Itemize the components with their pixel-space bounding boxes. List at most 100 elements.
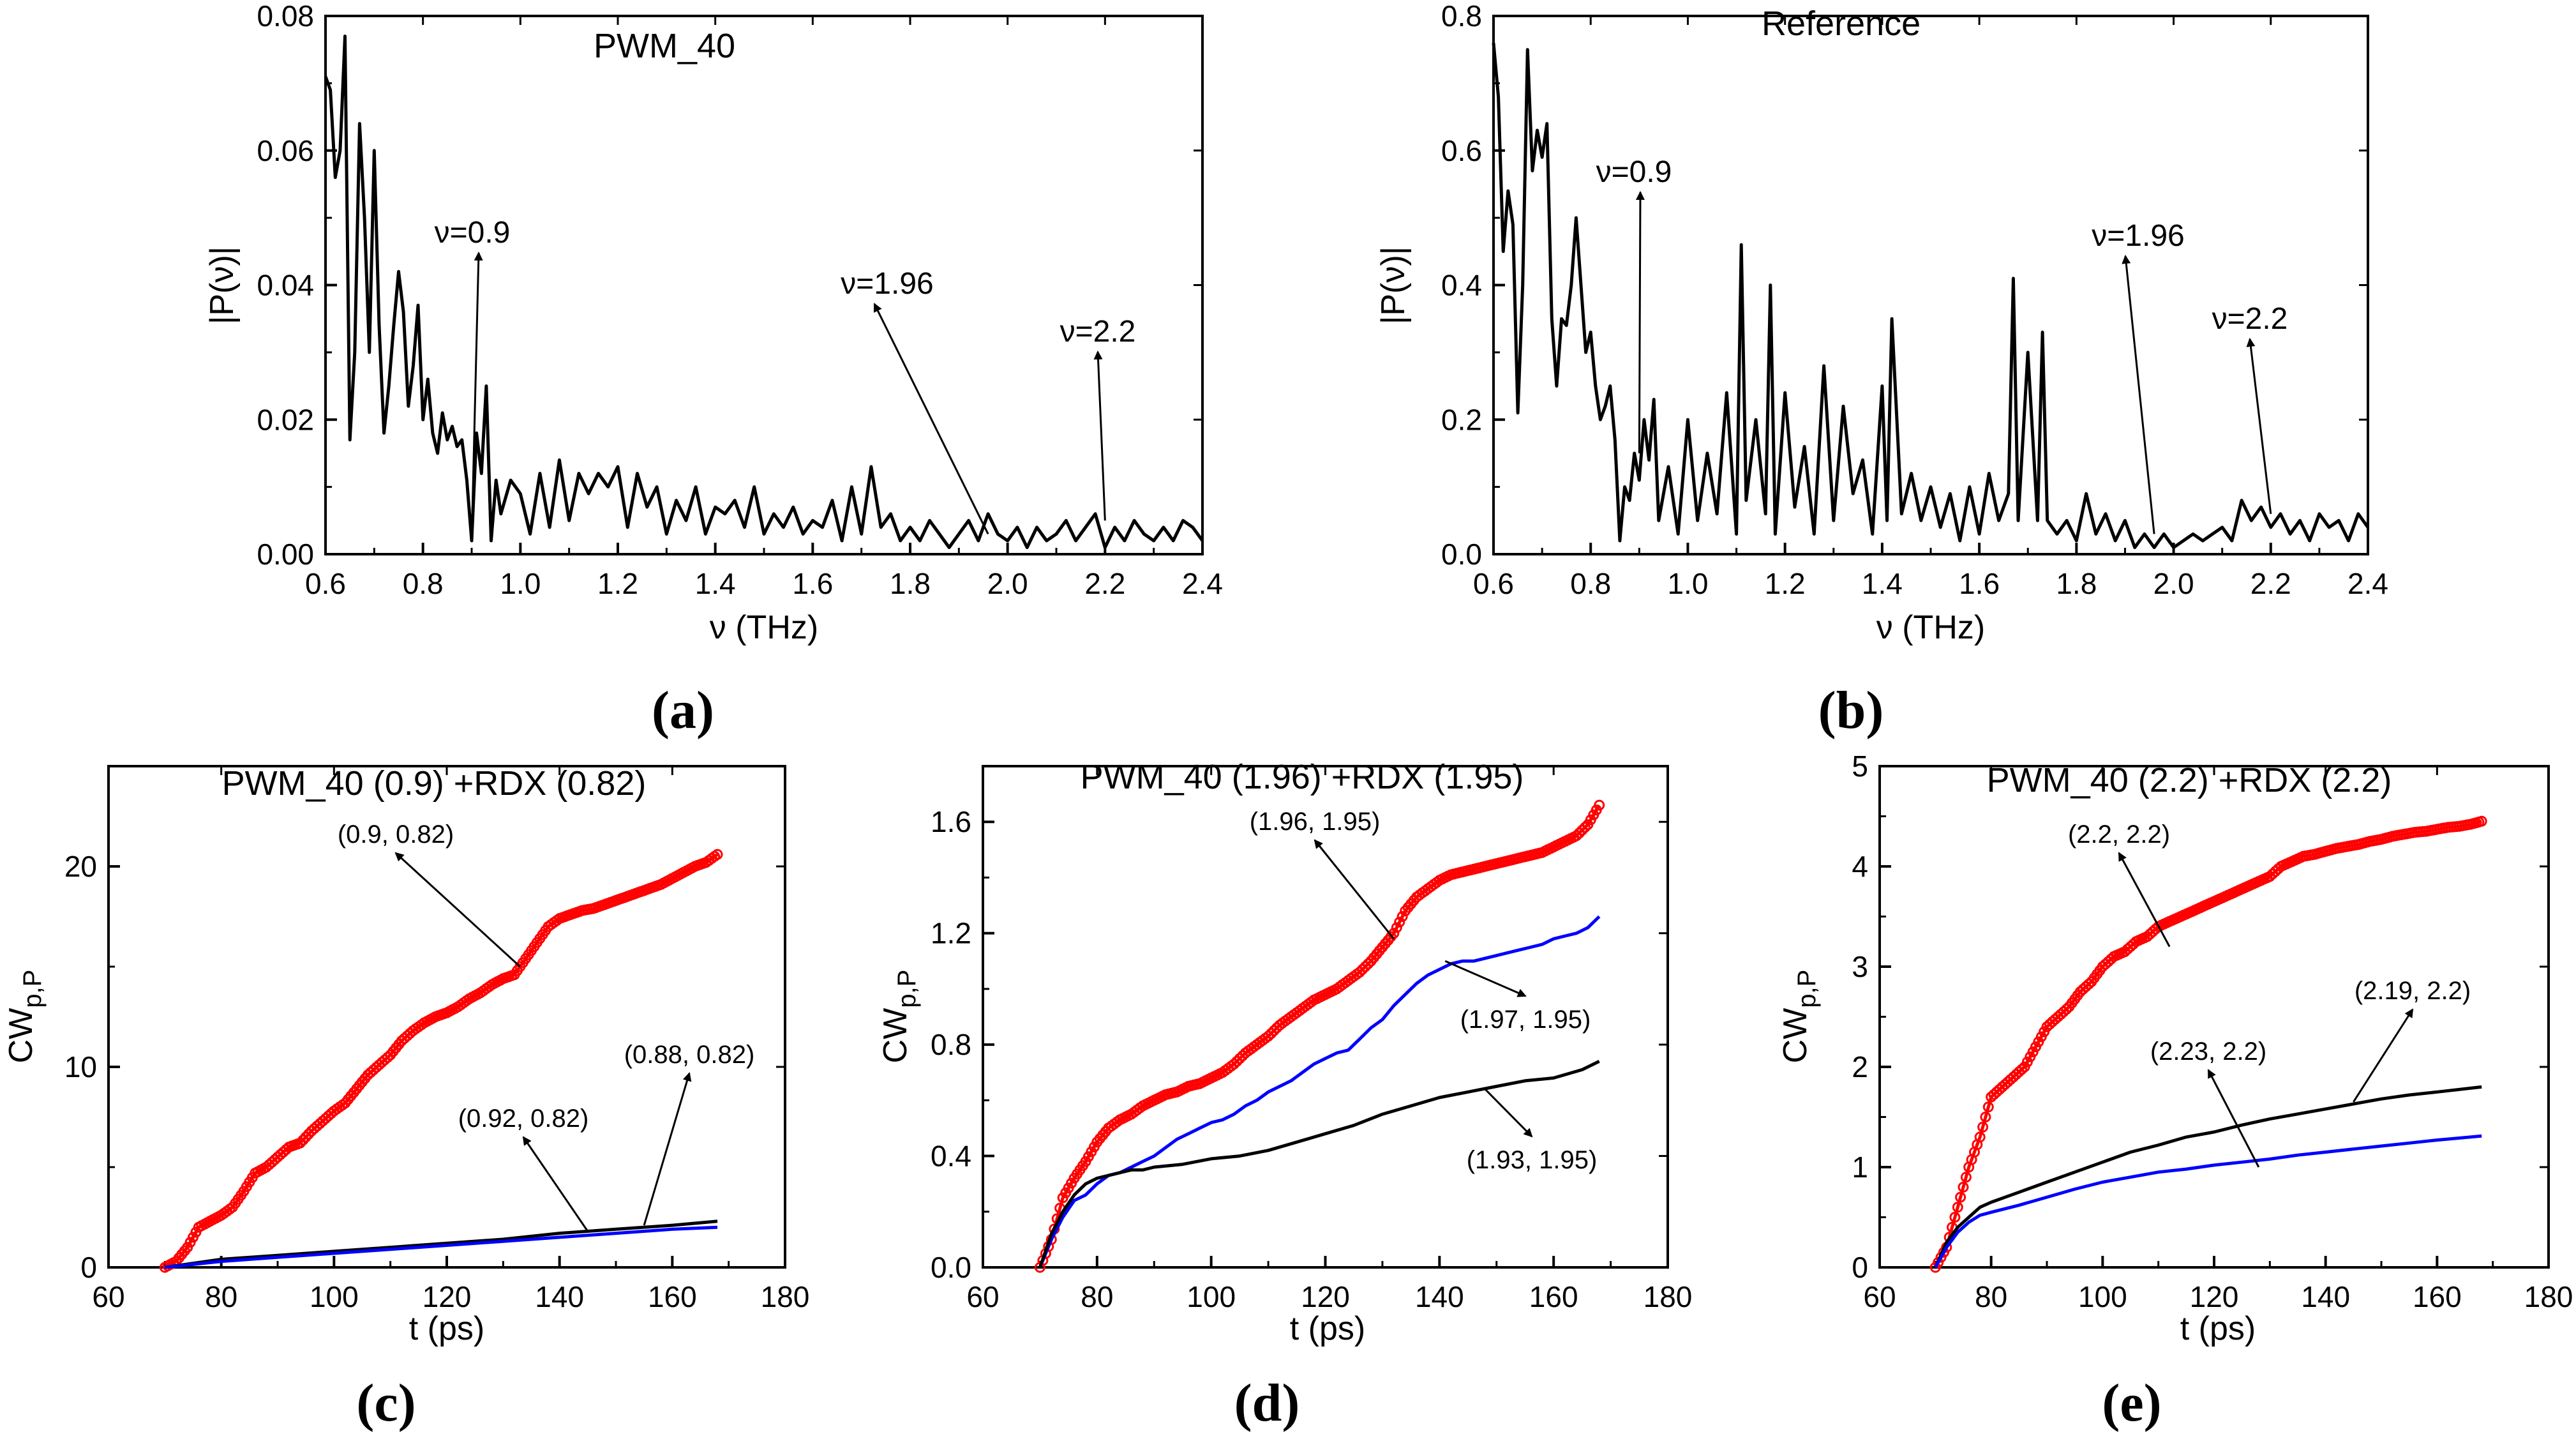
- panel-c-series-0-point: [294, 1137, 306, 1149]
- panel-a-xtick-label: 1.8: [890, 567, 931, 600]
- panel-e-ytick-label: 5: [1852, 750, 1868, 783]
- panel-b-xtick-label: 1.8: [2056, 567, 2097, 600]
- panel-c-xtick-label: 80: [205, 1280, 237, 1313]
- panel-d-series-0-point: [1228, 1059, 1239, 1070]
- panel-d-series-0-point: [1594, 799, 1605, 811]
- panel-b-ytick-label: 0.8: [1441, 0, 1482, 33]
- panel-b-annotation-label: ν=1.96: [2092, 219, 2184, 253]
- panel-d-annotation-label: (1.93, 1.95): [1467, 1146, 1598, 1174]
- panel-b-xtick-label: 0.6: [1473, 567, 1514, 600]
- panel-a-ytick-label: 0.06: [257, 134, 314, 167]
- panel-d-series-0-point: [1266, 1028, 1277, 1039]
- panel-b-xtick-label: 1.4: [1862, 567, 1903, 600]
- panel-e-xtick-label: 120: [2190, 1280, 2239, 1313]
- panel-e-xtick-label: 180: [2524, 1280, 2573, 1313]
- panel-d-xtick-label: 80: [1081, 1280, 1113, 1313]
- panel-d-xtick-label: 140: [1415, 1280, 1464, 1313]
- panel-b-ytick-label: 0.6: [1441, 134, 1482, 167]
- panel-c-xlabel: t (ps): [409, 1310, 484, 1347]
- panel-b-xtick-label: 2.2: [2250, 567, 2291, 600]
- panel-d-series-0-line: [1038, 804, 1601, 1268]
- panel-e-title: PWM_40 (2.2) +RDX (2.2): [1987, 761, 2392, 799]
- panel-e-series-2-line: [1934, 1134, 2482, 1269]
- panel-a-series-0-line: [324, 34, 1204, 549]
- panel-c-series-0-point: [297, 1135, 309, 1146]
- panel-c-annotation-label: (0.92, 0.82): [458, 1105, 589, 1133]
- panel-a-annotation-label: ν=1.96: [841, 267, 933, 301]
- panel-d-series-0-point: [1363, 958, 1374, 970]
- panel-b-xlabel: ν (THz): [1876, 609, 1985, 646]
- panel-d-series-0-point: [1573, 827, 1585, 839]
- panel-b-label: (b): [1818, 681, 1884, 740]
- panel-d-ytick-label: 0.8: [931, 1028, 971, 1061]
- panel-d-annotation-label: (1.97, 1.95): [1460, 1006, 1591, 1034]
- panel-d-annotation-arrow: [1444, 960, 1527, 997]
- panel-d-ytick-label: 1.2: [931, 917, 971, 950]
- panel-d-cumulative-196: PWM_40 (1.96) +RDX (1.95) 60 80 100 120 140 1…: [877, 758, 1692, 1433]
- panel-a-ytick-label: 0.04: [257, 269, 314, 302]
- panel-e-series-0-point: [1958, 1181, 1969, 1193]
- panel-d-series-0-point: [1357, 963, 1368, 975]
- panel-b-ylabel: |P(ν)|: [1375, 246, 1412, 324]
- panel-d-xtick-label: 100: [1187, 1280, 1236, 1313]
- panel-c-annotation-label: (0.9, 0.82): [338, 820, 454, 849]
- panel-e-annotation-arrow: [2118, 852, 2171, 947]
- panel-e-ytick-label: 2: [1852, 1050, 1868, 1083]
- panel-c-series-0-point: [712, 849, 723, 860]
- panel-a-annotation-arrow: [470, 252, 483, 541]
- panel-b-xtick-label: 2.0: [2153, 567, 2194, 600]
- panel-a-xtick-label: 1.0: [500, 567, 541, 600]
- panel-a-xtick-label: 1.4: [695, 567, 736, 600]
- panel-d-annotation-arrow: [1314, 839, 1395, 940]
- panel-c-series-0-point: [300, 1131, 311, 1143]
- panel-a-xtick-label: 0.8: [403, 567, 444, 600]
- panel-e-ytick-label: 4: [1852, 850, 1868, 883]
- panel-d-series-0-point: [1579, 822, 1591, 833]
- panel-d-xtick-label: 180: [1644, 1280, 1693, 1313]
- panel-d-label: (d): [1234, 1373, 1300, 1433]
- panel-b-annotation-arrow: [2122, 255, 2155, 534]
- panel-d-series-2-line: [1038, 1060, 1600, 1268]
- panel-e-xlabel: t (ps): [2180, 1310, 2256, 1347]
- panel-e-series-0-point: [1974, 1131, 1986, 1143]
- panel-a-annotation-label: ν=0.9: [435, 216, 511, 250]
- panel-c-xtick-label: 60: [92, 1280, 124, 1313]
- panel-b-ytick-label: 0.2: [1441, 403, 1482, 436]
- panel-a-ytick-label: 0.02: [257, 403, 314, 436]
- panel-c-title: PWM_40 (0.9) +RDX (0.82): [222, 764, 647, 803]
- panel-b-annotation-label: ν=0.9: [1596, 155, 1672, 189]
- panel-d-series-0-point: [1268, 1025, 1280, 1036]
- panel-e-series-0-point: [2476, 815, 2487, 827]
- panel-e-annotation-arrow: [2353, 1008, 2414, 1103]
- panel-d-annotation-arrow: [1484, 1088, 1533, 1138]
- panel-a-annotation-arrow: [873, 303, 989, 535]
- panel-a-xtick-label: 0.6: [305, 567, 346, 600]
- panel-a-ytick-label: 0.08: [257, 0, 314, 33]
- panel-c-series-2-line: [165, 1225, 718, 1269]
- panel-e-ytick-label: 0: [1852, 1251, 1868, 1284]
- panel-c-series-1-line: [164, 1219, 718, 1269]
- panel-e-series-0-point: [1952, 1202, 1963, 1213]
- panel-e-annotation-label: (2.19, 2.2): [2355, 977, 2471, 1005]
- panel-d-series-0-point: [1394, 916, 1405, 928]
- panel-c-xtick-label: 100: [310, 1280, 359, 1313]
- panel-d-series-0-point: [1231, 1055, 1243, 1067]
- panel-e-xtick-label: 160: [2413, 1280, 2462, 1313]
- panel-b-annotation-arrow: [2246, 338, 2272, 514]
- panel-d-ytick-label: 1.6: [931, 805, 971, 838]
- panel-b-ytick-label: 0.4: [1441, 269, 1482, 302]
- panel-c-xtick-label: 140: [535, 1280, 584, 1313]
- panel-a-xtick-label: 2.4: [1182, 567, 1223, 600]
- panel-b-spectrum-reference: Reference 0.6 0.8 1.0 1.2 1.4 1.6 1.8 2.0 2.2 2.4…: [1375, 0, 2388, 740]
- panel-b-title: Reference: [1762, 4, 1921, 43]
- panel-c-xtick-label: 160: [648, 1280, 697, 1313]
- panel-b-xtick-label: 1.0: [1667, 567, 1708, 600]
- panel-e-label: (e): [2102, 1373, 2161, 1433]
- panel-e-series-1-line: [1934, 1085, 2482, 1269]
- panel-c-label: (c): [356, 1373, 416, 1433]
- panel-e-series-0-point: [2061, 1004, 2072, 1015]
- panel-e-cumulative-22: PWM_40 (2.2) +RDX (2.2) 60 80 100 120 140 160…: [1777, 750, 2573, 1433]
- panel-a-ylabel: |P(ν)|: [204, 246, 241, 324]
- panel-b-annotation-label: ν=2.2: [2212, 302, 2288, 336]
- panel-b-xtick-label: 1.2: [1765, 567, 1806, 600]
